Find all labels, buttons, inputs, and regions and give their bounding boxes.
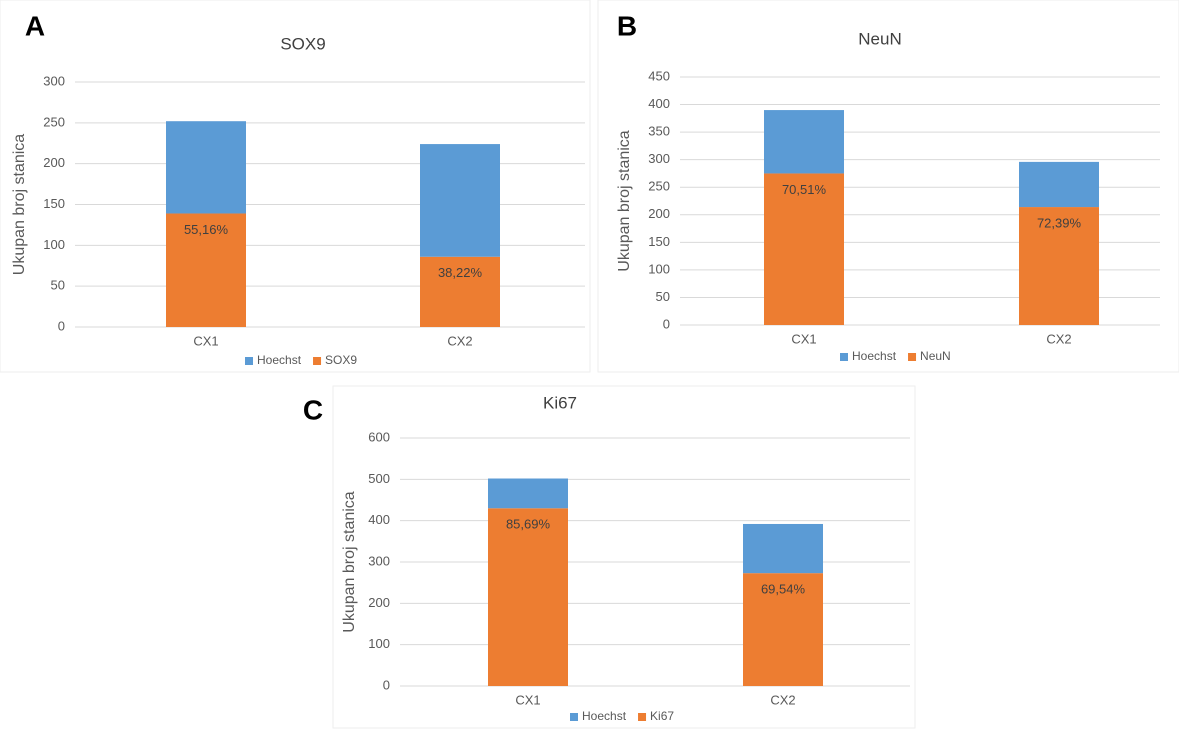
legend-label: Hoechst — [257, 353, 302, 367]
y-tick-label: 250 — [43, 114, 65, 129]
bar-segment — [743, 573, 823, 686]
legend-label: Ki67 — [650, 709, 674, 723]
y-tick-label: 150 — [43, 196, 65, 211]
data-label: 55,16% — [184, 222, 229, 237]
legend-swatch — [908, 353, 917, 361]
y-tick-label: 200 — [648, 206, 670, 221]
x-tick-label: CX2 — [1046, 331, 1071, 346]
bar-segment — [420, 144, 500, 257]
data-label: 69,54% — [761, 582, 806, 597]
panel-frame — [332, 385, 916, 729]
y-tick-label: 50 — [656, 289, 670, 304]
y-tick-label: 300 — [43, 73, 65, 88]
y-tick-label: 200 — [43, 155, 65, 170]
legend-label: Hoechst — [582, 709, 627, 723]
y-tick-label: 300 — [648, 151, 670, 166]
y-tick-label: 400 — [368, 512, 390, 527]
legend-swatch — [245, 357, 253, 365]
y-axis-label: Ukupan broj stanica — [341, 491, 358, 633]
bar-segment — [488, 508, 568, 686]
chart-title: SOX9 — [280, 34, 325, 53]
bar-segment — [764, 173, 844, 325]
data-label: 72,39% — [1037, 215, 1082, 230]
data-label: 38,22% — [438, 265, 483, 280]
y-tick-label: 300 — [368, 553, 390, 568]
bar-segment — [166, 121, 246, 214]
panel-frame — [0, 0, 591, 373]
panel-frame — [597, 0, 1179, 373]
bar-segment — [743, 523, 823, 574]
x-tick-label: CX2 — [770, 692, 795, 707]
chart-title: NeuN — [858, 29, 901, 48]
legend-label: Hoechst — [852, 349, 897, 363]
y-tick-label: 100 — [43, 237, 65, 252]
bar-segment — [488, 478, 568, 509]
y-tick-label: 250 — [648, 179, 670, 194]
legend-label: SOX9 — [325, 353, 357, 367]
legend-swatch — [570, 713, 578, 721]
y-axis-label: Ukupan broj stanica — [11, 134, 28, 276]
y-tick-label: 500 — [368, 471, 390, 486]
bar-segment — [420, 256, 500, 327]
y-tick-label: 100 — [648, 261, 670, 276]
x-tick-label: CX2 — [447, 333, 472, 348]
chart-title: Ki67 — [543, 393, 577, 412]
legend-swatch — [313, 357, 322, 365]
bar-segment — [1019, 161, 1099, 208]
y-tick-label: 100 — [368, 636, 390, 651]
legend-label: NeuN — [920, 349, 951, 363]
x-tick-label: CX1 — [193, 333, 218, 348]
legend-swatch — [840, 353, 848, 361]
y-axis-label: Ukupan broj stanica — [616, 130, 633, 272]
y-tick-label: 450 — [648, 68, 670, 83]
y-tick-label: 50 — [51, 278, 65, 293]
panel-label: B — [617, 10, 637, 41]
y-tick-label: 400 — [648, 96, 670, 111]
data-label: 70,51% — [782, 182, 827, 197]
bar-segment — [166, 213, 246, 327]
panel-label: C — [303, 394, 323, 425]
y-tick-label: 350 — [648, 124, 670, 139]
x-tick-label: CX1 — [515, 692, 540, 707]
bar-segment — [1019, 207, 1099, 325]
x-tick-label: CX1 — [791, 331, 816, 346]
y-tick-label: 600 — [368, 429, 390, 444]
data-label: 85,69% — [506, 517, 551, 532]
y-tick-label: 0 — [383, 677, 390, 692]
y-tick-label: 0 — [663, 316, 670, 331]
y-tick-label: 200 — [368, 595, 390, 610]
panel-label: A — [25, 10, 45, 41]
bar-segment — [764, 110, 844, 174]
y-tick-label: 0 — [58, 318, 65, 333]
legend-swatch — [638, 713, 647, 721]
y-tick-label: 150 — [648, 234, 670, 249]
